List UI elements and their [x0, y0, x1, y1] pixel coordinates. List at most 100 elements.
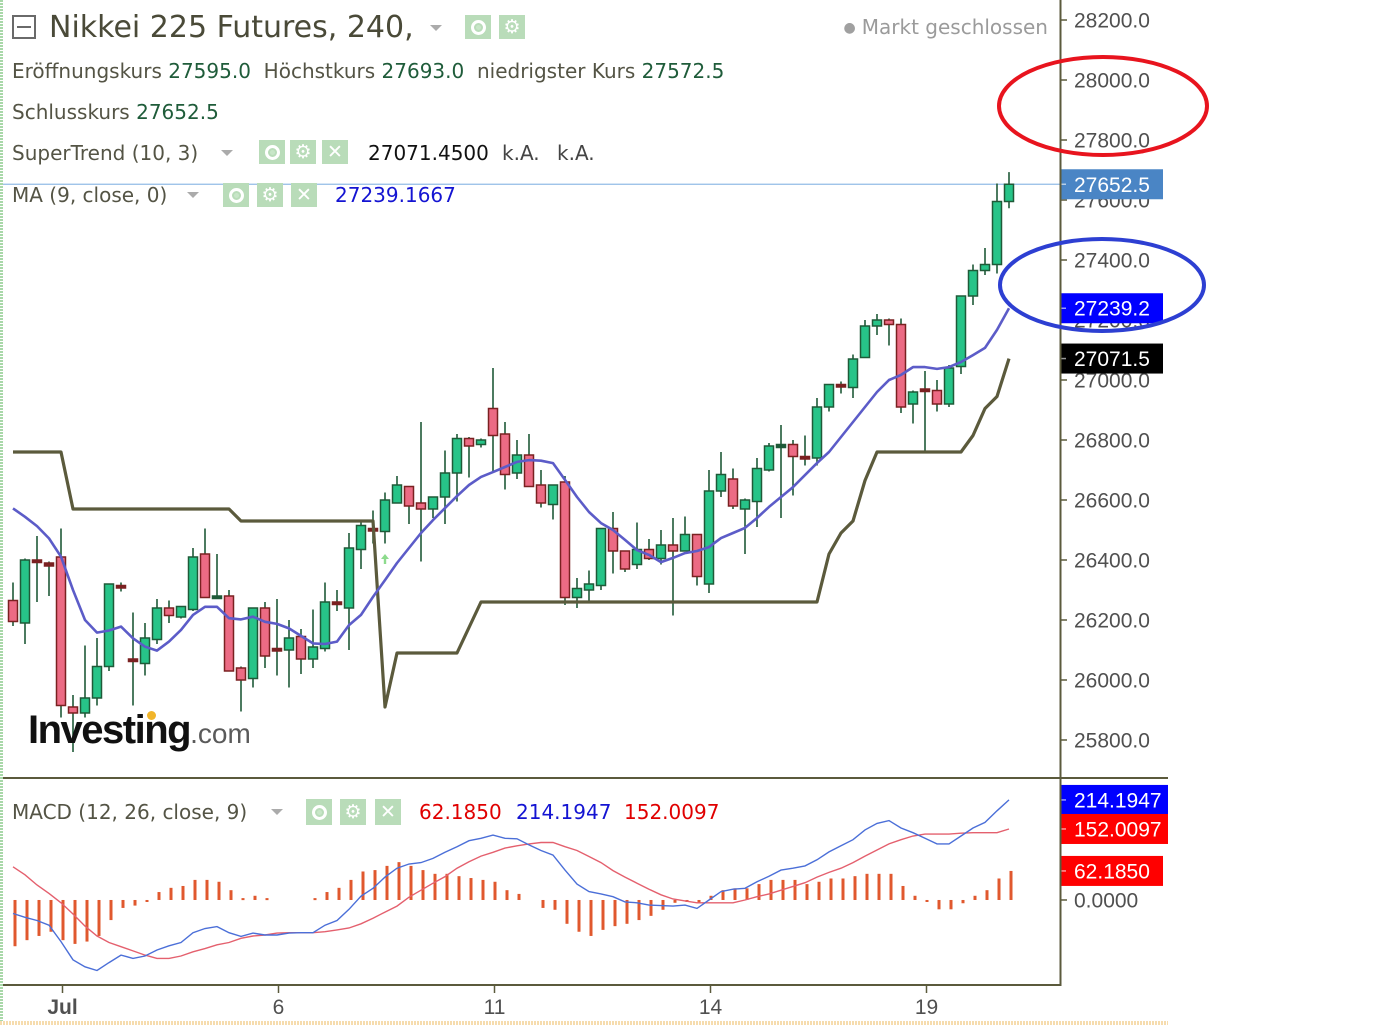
drawing-annotations[interactable] [997, 55, 1209, 333]
macd-visibility-button[interactable] [306, 799, 332, 825]
candle[interactable] [355, 522, 367, 569]
supertrend-visibility-button[interactable] [259, 140, 285, 164]
candle[interactable] [439, 450, 451, 524]
candle[interactable] [559, 475, 571, 605]
price-axis[interactable]: 28200.028000.027800.027600.027400.027200… [1060, 10, 1163, 753]
macd-legend-name[interactable]: MACD (12, 26, close, 9) [12, 800, 248, 824]
candle[interactable] [583, 570, 595, 604]
symbol-visibility-button[interactable] [465, 15, 491, 39]
candle[interactable] [667, 517, 679, 616]
symbol-title[interactable]: Nikkei 225 Futures, 240, [49, 10, 414, 45]
candle[interactable] [499, 421, 511, 490]
candle[interactable] [715, 451, 727, 497]
candle[interactable] [535, 469, 547, 508]
candle[interactable] [391, 475, 403, 504]
candle[interactable] [139, 622, 151, 676]
supertrend-remove-button[interactable]: ✕ [322, 140, 348, 164]
candle[interactable] [919, 371, 931, 452]
candle[interactable] [859, 320, 871, 359]
candle[interactable] [259, 601, 271, 668]
macd-chevron-down-icon[interactable] [271, 809, 283, 815]
macd-pane[interactable] [12, 799, 1013, 972]
candle[interactable] [79, 645, 91, 718]
ellipse-annotation[interactable] [998, 237, 1206, 333]
candle[interactable] [511, 439, 523, 479]
candle[interactable] [751, 457, 763, 527]
candle[interactable] [883, 318, 895, 346]
candle[interactable] [703, 469, 715, 593]
candle[interactable] [775, 424, 787, 518]
symbol-settings-button[interactable]: ⚙ [499, 15, 525, 39]
candle[interactable] [415, 421, 427, 562]
candle[interactable] [403, 485, 415, 524]
candle[interactable] [115, 582, 127, 592]
candle[interactable] [847, 354, 859, 398]
candle[interactable] [247, 607, 259, 688]
candle[interactable] [1003, 172, 1015, 209]
candle[interactable] [835, 381, 847, 394]
candle[interactable] [235, 666, 247, 712]
candle[interactable] [319, 582, 331, 652]
candle[interactable] [379, 492, 391, 544]
candle[interactable] [823, 383, 835, 412]
candle[interactable] [475, 438, 487, 448]
chevron-down-icon[interactable] [430, 25, 442, 31]
supertrend-chevron-down-icon[interactable] [221, 150, 233, 156]
supertrend-settings-button[interactable]: ⚙ [290, 140, 316, 164]
candle[interactable] [487, 368, 499, 473]
candle[interactable] [331, 589, 343, 611]
ma-visibility-button[interactable] [223, 183, 249, 207]
candle[interactable] [679, 516, 691, 552]
candle[interactable] [871, 314, 883, 336]
candle[interactable] [223, 589, 235, 672]
price-pane[interactable] [0, 172, 1060, 752]
ma-settings-button[interactable]: ⚙ [257, 183, 283, 207]
ma-chevron-down-icon[interactable] [187, 192, 199, 198]
supertrend-legend-name[interactable]: SuperTrend (10, 3) [12, 141, 199, 165]
candle[interactable] [967, 264, 979, 306]
candle[interactable] [547, 484, 559, 520]
candle[interactable] [991, 183, 1003, 274]
candle[interactable] [979, 248, 991, 276]
candle[interactable] [463, 436, 475, 478]
macd-settings-button[interactable]: ⚙ [340, 799, 366, 825]
candle[interactable] [7, 582, 19, 626]
candle[interactable] [895, 318, 907, 413]
collapse-legend-icon[interactable] [12, 15, 36, 39]
candle[interactable] [763, 442, 775, 472]
candle[interactable] [943, 365, 955, 407]
candle[interactable] [691, 533, 703, 586]
candle[interactable] [727, 468, 739, 509]
ellipse-annotation[interactable] [997, 55, 1209, 157]
candle[interactable] [931, 380, 943, 412]
candle[interactable] [199, 528, 211, 599]
candle[interactable] [31, 535, 43, 602]
candle[interactable] [19, 558, 31, 644]
candle[interactable] [91, 637, 103, 706]
candles[interactable] [7, 172, 1015, 752]
ma-legend-name[interactable]: MA (9, close, 0) [12, 183, 168, 207]
candle[interactable] [619, 550, 631, 572]
candle[interactable] [151, 598, 163, 644]
macd-remove-button[interactable]: ✕ [375, 799, 401, 825]
candle[interactable] [271, 598, 283, 676]
ma-remove-button[interactable]: ✕ [291, 183, 317, 207]
candle[interactable] [307, 609, 319, 668]
candle[interactable] [343, 532, 355, 650]
candle[interactable] [451, 433, 463, 502]
candle[interactable] [907, 390, 919, 424]
time-axis[interactable]: Jul 6 11 14 19 [47, 985, 938, 1019]
candle[interactable] [43, 561, 55, 596]
candle[interactable] [799, 435, 811, 466]
candle[interactable] [67, 694, 79, 752]
candle[interactable] [811, 397, 823, 466]
candle[interactable] [103, 583, 115, 671]
candle[interactable] [607, 511, 619, 574]
candle[interactable] [187, 547, 199, 611]
candle[interactable] [211, 553, 223, 600]
candle[interactable] [283, 619, 295, 688]
candle[interactable] [595, 527, 607, 590]
candle[interactable] [427, 496, 439, 518]
macd-axis[interactable]: 0.0000 214.1947 152.0097 62.1850 [1060, 784, 1168, 913]
candle[interactable] [163, 600, 175, 623]
